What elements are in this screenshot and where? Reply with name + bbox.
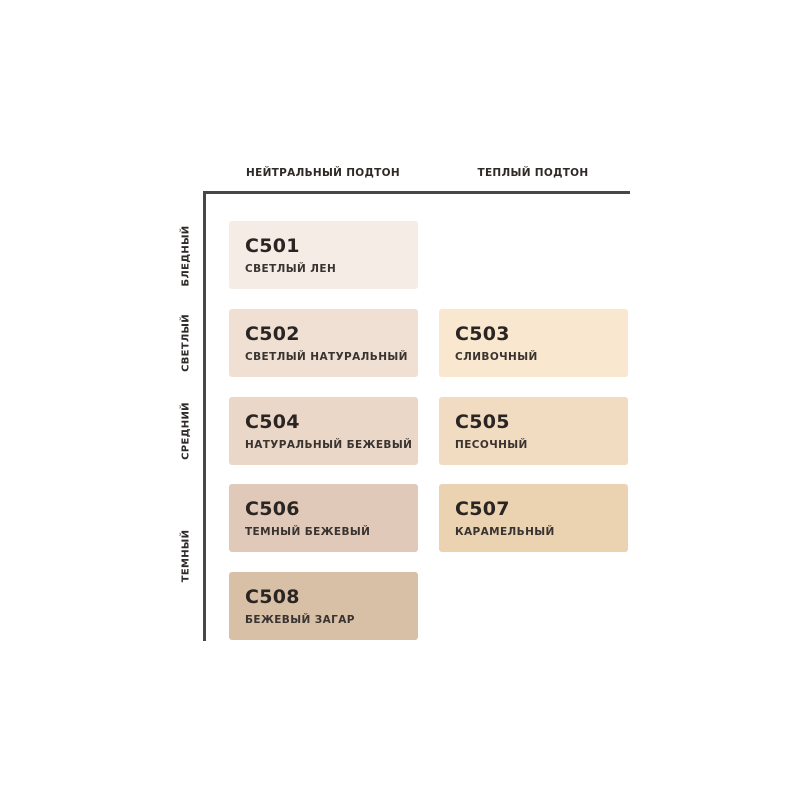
row-label-pale: БЛЕДНЫЙ [180, 225, 192, 287]
shade-swatch-c507: C507 КАРАМЕЛЬНЫЙ [439, 484, 628, 552]
vertical-axis-line [203, 191, 206, 641]
shade-name: ПЕСОЧНЫЙ [455, 439, 528, 451]
shade-name: СЛИВОЧНЫЙ [455, 351, 538, 363]
shade-name: СВЕТЛЫЙ ЛЕН [245, 263, 337, 275]
row-label-medium: СРЕДНИЙ [180, 402, 192, 460]
shade-name: КАРАМЕЛЬНЫЙ [455, 526, 555, 538]
shade-swatch-c502: C502 СВЕТЛЫЙ НАТУРАЛЬНЫЙ [229, 309, 418, 377]
shade-code: C504 [245, 411, 300, 433]
shade-code: C507 [455, 498, 510, 520]
shade-swatch-c508: C508 БЕЖЕВЫЙ ЗАГАР [229, 572, 418, 640]
horizontal-axis-line [203, 191, 630, 194]
shade-swatch-c503: C503 СЛИВОЧНЫЙ [439, 309, 628, 377]
shade-name: БЕЖЕВЫЙ ЗАГАР [245, 614, 355, 626]
shade-swatch-c506: C506 ТЕМНЫЙ БЕЖЕВЫЙ [229, 484, 418, 552]
shade-swatch-c501: C501 СВЕТЛЫЙ ЛЕН [229, 221, 418, 289]
column-header-warm: ТЕПЛЫЙ ПОДТОН [477, 167, 589, 179]
shade-swatch-c504: C504 НАТУРАЛЬНЫЙ БЕЖЕВЫЙ [229, 397, 418, 465]
shade-code: C502 [245, 323, 300, 345]
shade-name: СВЕТЛЫЙ НАТУРАЛЬНЫЙ [245, 351, 408, 363]
column-header-neutral: НЕЙТРАЛЬНЫЙ ПОДТОН [246, 167, 400, 179]
shade-swatch-c505: C505 ПЕСОЧНЫЙ [439, 397, 628, 465]
shade-code: C503 [455, 323, 510, 345]
shade-code: C505 [455, 411, 510, 433]
shade-code: C506 [245, 498, 300, 520]
shade-code: C508 [245, 586, 300, 608]
shade-code: C501 [245, 235, 300, 257]
row-label-dark: ТЕМНЫЙ [180, 529, 192, 583]
row-label-light: СВЕТЛЫЙ [180, 314, 192, 372]
shade-name: ТЕМНЫЙ БЕЖЕВЫЙ [245, 526, 371, 538]
shade-name: НАТУРАЛЬНЫЙ БЕЖЕВЫЙ [245, 439, 413, 451]
